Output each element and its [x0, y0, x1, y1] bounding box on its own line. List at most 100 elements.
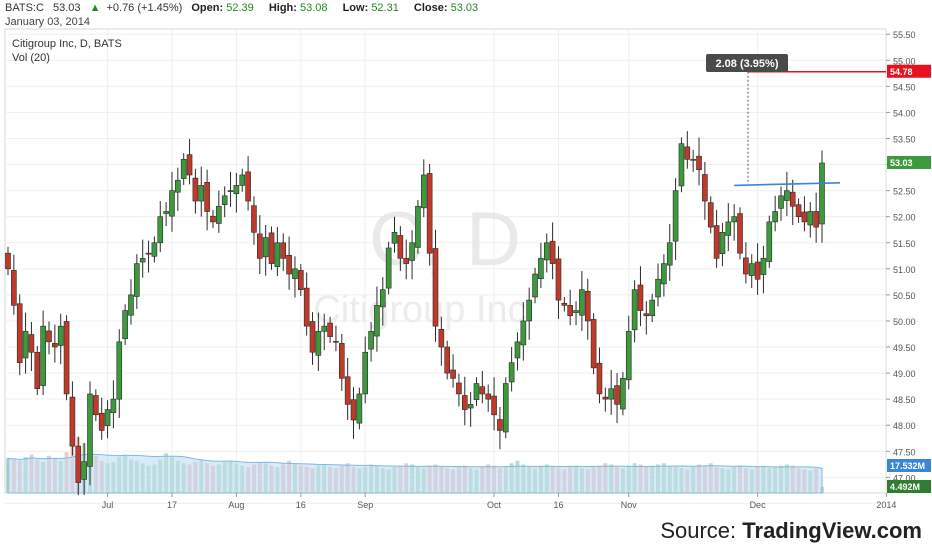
- candle: [567, 289, 573, 326]
- candle: [432, 229, 439, 342]
- candle-body: [268, 232, 275, 264]
- quote-header: BATS:C 53.03 ▲ +0.76 (+1.45%) Open: 52.39…: [5, 2, 490, 28]
- candle: [690, 149, 696, 172]
- candle-body: [204, 181, 210, 212]
- symbol-label[interactable]: BATS:C: [5, 2, 44, 14]
- close-value: 53.03: [450, 2, 479, 14]
- candle: [75, 436, 82, 496]
- drawing-tools[interactable]: 2.08 (3.95%): [706, 54, 886, 187]
- candle-body: [514, 341, 521, 359]
- y-tick-label: 52.00: [893, 213, 916, 223]
- candle: [661, 254, 667, 297]
- candle-body: [508, 362, 515, 383]
- y-tick-label: 49.00: [893, 369, 916, 379]
- candle-body: [526, 299, 532, 322]
- y-tick-label: 51.50: [893, 239, 916, 249]
- price-axis[interactable]: 55.5055.0054.5054.0053.5053.0052.5052.00…: [886, 30, 931, 493]
- candle: [409, 230, 415, 280]
- candle: [69, 381, 76, 456]
- x-tick-label: Sep: [357, 500, 373, 510]
- candle: [784, 171, 790, 217]
- last-price-tag-text: 53.03: [890, 158, 913, 168]
- candle-body: [678, 143, 685, 187]
- candle-body: [754, 261, 761, 280]
- candle-body: [608, 388, 614, 400]
- candle: [204, 169, 210, 231]
- candle: [5, 246, 11, 276]
- candle-body: [5, 252, 11, 270]
- y-tick-label: 50.00: [893, 317, 916, 327]
- candle: [379, 277, 386, 326]
- candle: [532, 267, 538, 304]
- candle: [625, 315, 632, 390]
- close-label: Close:: [413, 2, 448, 14]
- candle-body: [192, 177, 199, 202]
- candle-body: [707, 202, 714, 228]
- candle-body: [309, 321, 316, 353]
- candle: [696, 137, 702, 186]
- chart-frame: [4, 28, 887, 494]
- candle: [87, 381, 93, 486]
- candle: [526, 287, 532, 340]
- candle-body: [778, 195, 784, 209]
- candle-body: [760, 258, 767, 275]
- candle: [813, 192, 819, 243]
- candle-body: [596, 362, 603, 395]
- candle: [268, 226, 275, 270]
- candle: [801, 196, 808, 232]
- candle: [122, 304, 128, 345]
- candle-body: [473, 383, 480, 400]
- y-tick-label: 53.50: [893, 134, 916, 144]
- candle: [46, 321, 52, 355]
- y-tick-label: 51.00: [893, 265, 916, 275]
- candle-body: [497, 419, 503, 431]
- candle: [426, 164, 433, 266]
- candle-body: [110, 398, 117, 414]
- candle-body: [772, 211, 778, 223]
- candle-body: [315, 331, 322, 356]
- candle: [731, 204, 737, 241]
- candle-body: [649, 299, 655, 317]
- candle-body: [145, 252, 152, 255]
- candle-body: [327, 322, 333, 337]
- low-value: 52.31: [371, 2, 399, 14]
- candle-body: [795, 204, 802, 217]
- candle-body: [344, 376, 351, 405]
- candle: [374, 286, 380, 352]
- y-tick-label: 55.00: [893, 56, 916, 66]
- quote-date: January 03, 2014: [5, 16, 91, 28]
- candle-body: [298, 270, 304, 290]
- candle-body: [725, 221, 732, 236]
- y-tick-label: 48.00: [893, 421, 916, 431]
- candle: [555, 246, 562, 319]
- candle: [52, 324, 58, 363]
- candle: [145, 240, 152, 273]
- candle: [561, 296, 568, 312]
- candle-body: [274, 242, 281, 268]
- candle: [620, 372, 626, 416]
- candle: [584, 278, 591, 340]
- candle-body: [491, 395, 497, 416]
- y-tick-label: 55.50: [893, 30, 916, 40]
- candle: [743, 242, 749, 284]
- trend-line[interactable]: [734, 181, 841, 187]
- candle-body: [719, 232, 726, 255]
- candle-body: [461, 395, 468, 410]
- candle: [766, 215, 773, 268]
- watermark-name: Citigroup Inc: [313, 289, 526, 331]
- candle: [93, 389, 99, 422]
- candle-body: [385, 247, 392, 289]
- candle-body: [590, 319, 597, 369]
- candle-body: [163, 211, 169, 214]
- x-tick-label: Oct: [487, 500, 502, 510]
- candle: [338, 333, 345, 391]
- time-axis[interactable]: Jul17Aug16SepOct16NovDec201420: [102, 493, 932, 510]
- candle: [614, 373, 620, 424]
- source-credit: Source: TradingView.com: [660, 518, 922, 544]
- candle-body: [666, 242, 673, 266]
- candle-body: [98, 412, 105, 431]
- candle: [216, 190, 222, 233]
- candle-body: [262, 237, 269, 258]
- candle: [737, 207, 743, 260]
